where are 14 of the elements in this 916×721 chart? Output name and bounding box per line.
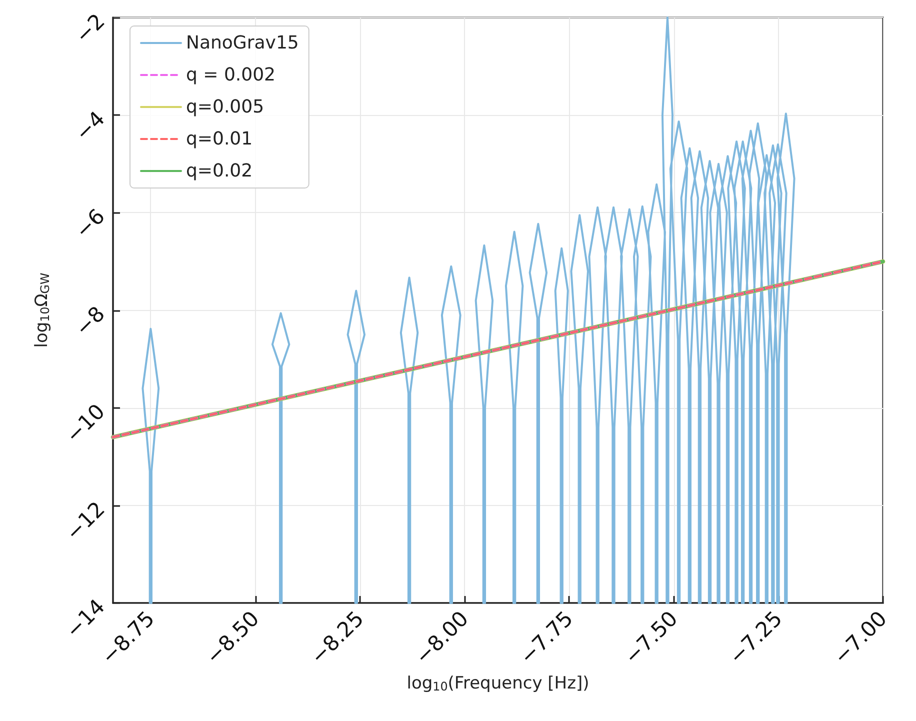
x-axis-title: log10(Frequency [Hz]): [406, 673, 590, 694]
legend-label: q = 0.002: [186, 64, 276, 86]
y-axis-title: log10ΩGW: [32, 272, 52, 348]
y-tick-label: −2: [70, 9, 110, 48]
y-tick-label: −14: [61, 594, 110, 643]
y-tick-label: −10: [61, 399, 110, 448]
legend-label: q=0.005: [186, 96, 264, 118]
legend-label: NanoGrav15: [186, 32, 299, 54]
y-tick-label: −6: [70, 204, 110, 244]
y-tick-label: −4: [70, 106, 110, 146]
legend-label: q=0.01: [186, 128, 253, 150]
y-tick-label: −12: [61, 496, 110, 546]
legend-label: q=0.02: [186, 160, 253, 182]
y-tick-label: −8: [70, 302, 110, 341]
